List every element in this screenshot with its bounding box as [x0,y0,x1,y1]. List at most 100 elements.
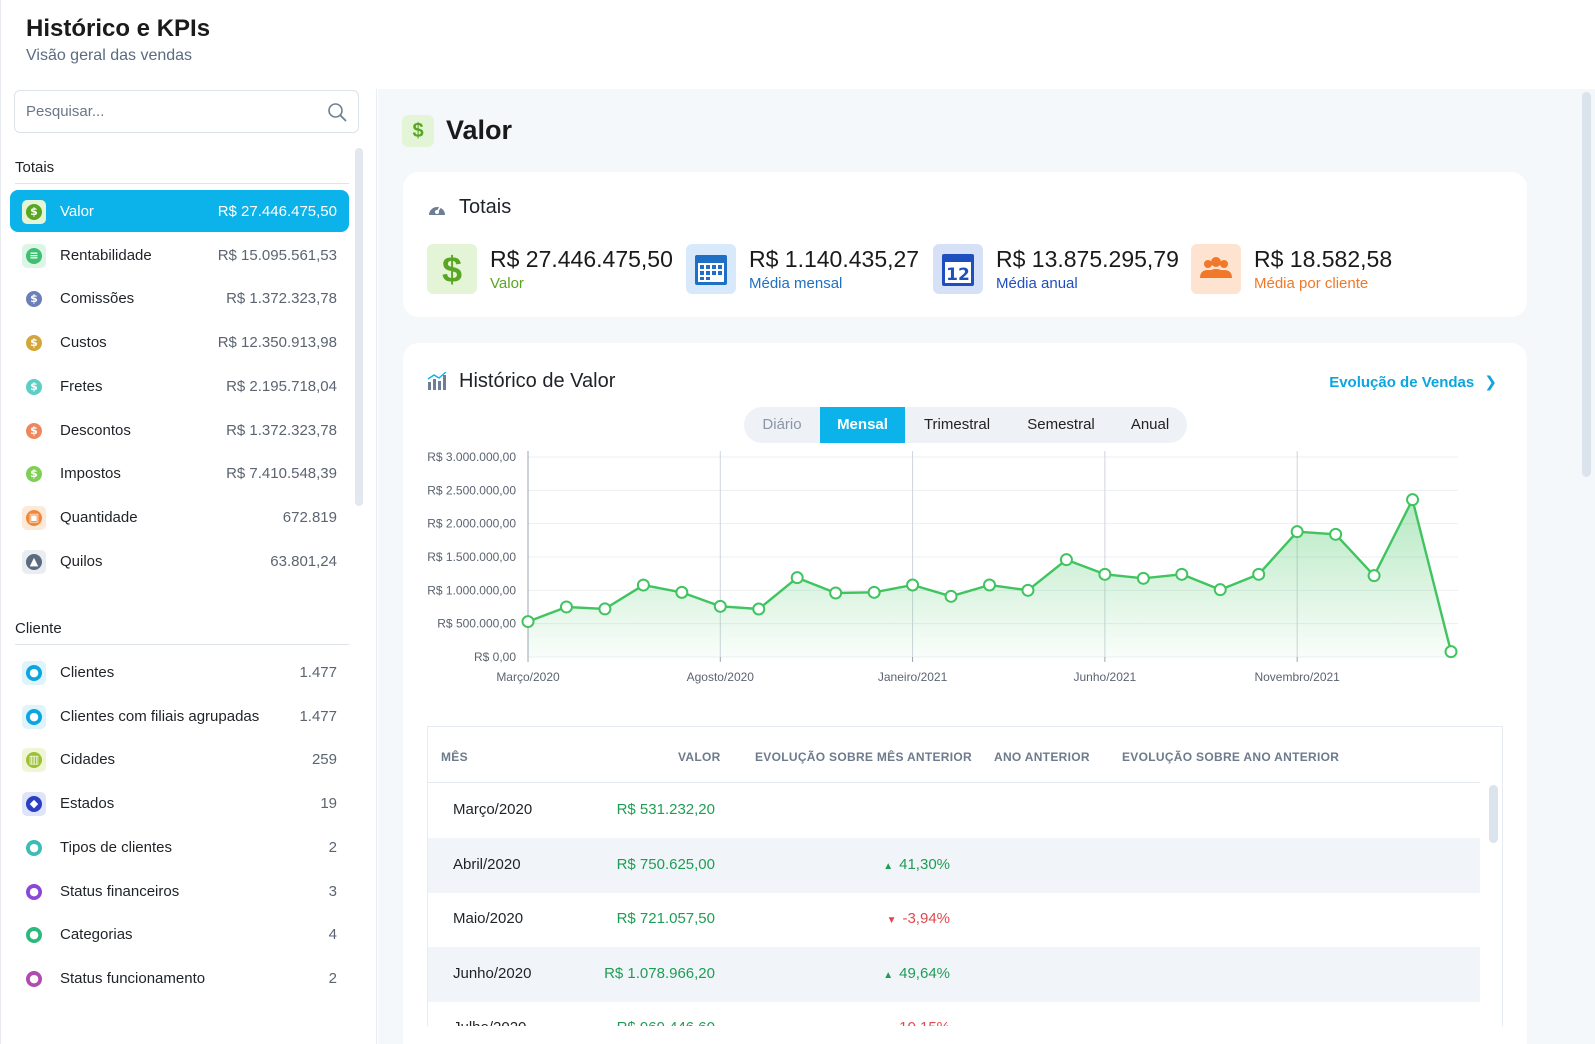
sidebar-item-label: Clientes [60,664,115,681]
period-diario[interactable]: Diário [762,416,802,433]
y-tick-label: R$ 3.000.000,00 [427,450,516,464]
search-icon[interactable] [327,102,347,122]
buildings-icon: ▥ [22,748,46,773]
column-header[interactable]: MÊS [441,750,468,764]
data-point [1252,567,1266,581]
cell-month: Março/2020 [453,801,533,818]
sidebar-item-rentabilidade[interactable]: ≡ Rentabilidade R$ 15.095.561,53 [10,234,349,276]
sidebar-item-label: Tipos de clientes [60,838,173,856]
column-header[interactable]: EVOLUÇÃO SOBRE ANO ANTERIOR [1122,750,1340,764]
sidebar-item-label: Status financeiros [60,882,180,900]
cell-evolution: ▲ 49,64% [883,965,950,982]
sidebar-item-impostos[interactable]: $ Impostos R$ 7.410.548,39 [10,452,349,494]
sidebar-item-value: R$ 1.372.323,78 [226,290,337,308]
sidebar-item-value: 3 [328,882,337,900]
evolucao-vendas-link[interactable]: Evolução de Vendas ❯ [1329,373,1497,391]
period-semestral[interactable]: Semestral [1027,416,1095,433]
dashboard-icon [429,205,445,215]
cell-value: R$ 531.232,20 [616,801,715,818]
sidebar-item-label: Cidades [60,751,116,769]
cell-month: Junho/2020 [453,964,532,982]
total-value: R$ 18.582,58 [1254,246,1393,272]
sidebar-scrollbar[interactable] [355,148,363,506]
x-tick-label: Junho/2021 [1074,670,1137,684]
y-tick-label: R$ 500.000,00 [437,617,516,631]
sidebar-item-value: R$ 27.446.475,50 [217,203,337,220]
data-point [521,615,535,629]
data-point [1329,527,1343,541]
search-input[interactable] [26,91,316,132]
sidebar-item-quantidade[interactable]: ▣ Quantidade 672.819 [10,496,349,538]
coin-icon: $ [22,331,46,355]
sidebar-item-clientes-com-filiais-agrupadas[interactable]: ● Clientes com filiais agrupadas 1.477 [10,695,349,737]
period-mensal[interactable]: Mensal [820,407,905,443]
sidebar-item-tipos-de-clientes[interactable]: ● Tipos de clientes 2 [10,826,349,868]
total-caption: Valor [490,275,524,292]
sidebar-item-value: 2 [328,969,337,987]
sidebar-item-descontos[interactable]: $ Descontos R$ 1.372.323,78 [10,409,349,451]
series-area [528,499,1451,657]
table-scrollbar[interactable] [1489,785,1498,843]
evolution-text: -10,15% [894,1019,950,1026]
sidebar-item-label: Fretes [60,377,103,395]
data-point [1367,569,1381,583]
arrow-up-icon: ▲ [883,969,894,981]
coin-icon: $ [22,462,46,486]
user-circle-icon: ● [22,923,46,947]
column-header[interactable]: VALOR [678,750,721,764]
totals-title: Totais [459,196,512,218]
x-tick-label: Agosto/2020 [687,670,755,684]
total-value: R$ 13.875.295,79 [996,246,1179,272]
user-circle-icon: ● [22,836,46,860]
data-point [752,602,766,616]
table-row[interactable]: Maio/2020 R$ 721.057,50 ▼ -3,94% [428,892,1480,947]
evolution-text: -3,94% [902,910,950,927]
sidebar-item-quilos[interactable]: ▲ Quilos 63.801,24 [10,540,349,582]
main-scrollbar[interactable] [1582,92,1591,477]
x-tick-label: Novembro/2021 [1254,670,1340,684]
link-label: Evolução de Vendas [1329,374,1475,391]
period-trimestral[interactable]: Trimestral [923,416,991,433]
sidebar-item-value: R$ 15.095.561,53 [217,246,337,264]
data-point [675,585,689,599]
sidebar-item-clientes[interactable]: ● Clientes 1.477 [10,651,349,693]
sidebar-item-estados[interactable]: ◆ Estados 19 [10,782,349,824]
sidebar-item-custos[interactable]: $ Custos R$ 12.350.913,98 [10,321,349,363]
arrow-down-icon: ▼ [886,915,897,926]
total-caption: Média anual [996,275,1078,292]
table-row[interactable]: Julho/2020 R$ 969.446,60 ▼ -10,15% [428,1001,1480,1026]
sidebar-item-cidades[interactable]: ▥ Cidades 259 [10,738,349,780]
sidebar-item-status-financeiros[interactable]: ● Status financeiros 3 [10,870,349,912]
sidebar-item-comiss-es[interactable]: $ Comissões R$ 1.372.323,78 [10,277,349,319]
sidebar-item-value: 4 [328,926,337,944]
sidebar-item-label: Impostos [60,465,121,483]
table-row[interactable]: Março/2020 R$ 531.232,20 [428,783,1480,838]
x-tick-label: Janeiro/2021 [878,670,948,684]
data-point [1290,525,1304,539]
table-row[interactable]: Junho/2020 R$ 1.078.966,20 ▲ 49,64% [428,946,1480,1002]
period-anual[interactable]: Anual [1130,416,1170,433]
sidebar-item-valor[interactable]: $ Valor R$ 27.446.475,50 [10,190,349,232]
sidebar-item-categorias[interactable]: ● Categorias 4 [10,913,349,955]
data-point [713,599,727,613]
calendar-icon [686,244,736,294]
column-header[interactable]: ANO ANTERIOR [994,750,1090,764]
section-heading: Valor [446,115,513,145]
sidebar-item-label: Quilos [60,552,103,570]
calendar-12-icon: 12 [933,244,983,294]
sidebar-item-fretes[interactable]: $ Fretes R$ 2.195.718,04 [10,365,349,407]
weight-icon: ▲ [22,549,46,574]
data-point [1444,645,1458,659]
sidebar-item-value: 259 [311,751,337,769]
sidebar-item-value: 2 [328,838,337,856]
table-row[interactable]: Abril/2020 R$ 750.625,00 ▲ 41,30% [428,837,1480,893]
chart-icon [427,372,447,390]
column-header[interactable]: EVOLUÇÃO SOBRE MÊS ANTERIOR [755,750,973,764]
user-group-icon: ● [22,704,46,729]
cell-evolution: ▼ -3,94% [887,910,950,927]
coin-icon: $ [22,375,46,399]
x-tick-label: Março/2020 [496,670,560,684]
sidebar-item-value: R$ 2.195.718,04 [226,377,337,395]
sidebar-item-status-funcionamento[interactable]: ● Status funcionamento 2 [10,957,349,999]
